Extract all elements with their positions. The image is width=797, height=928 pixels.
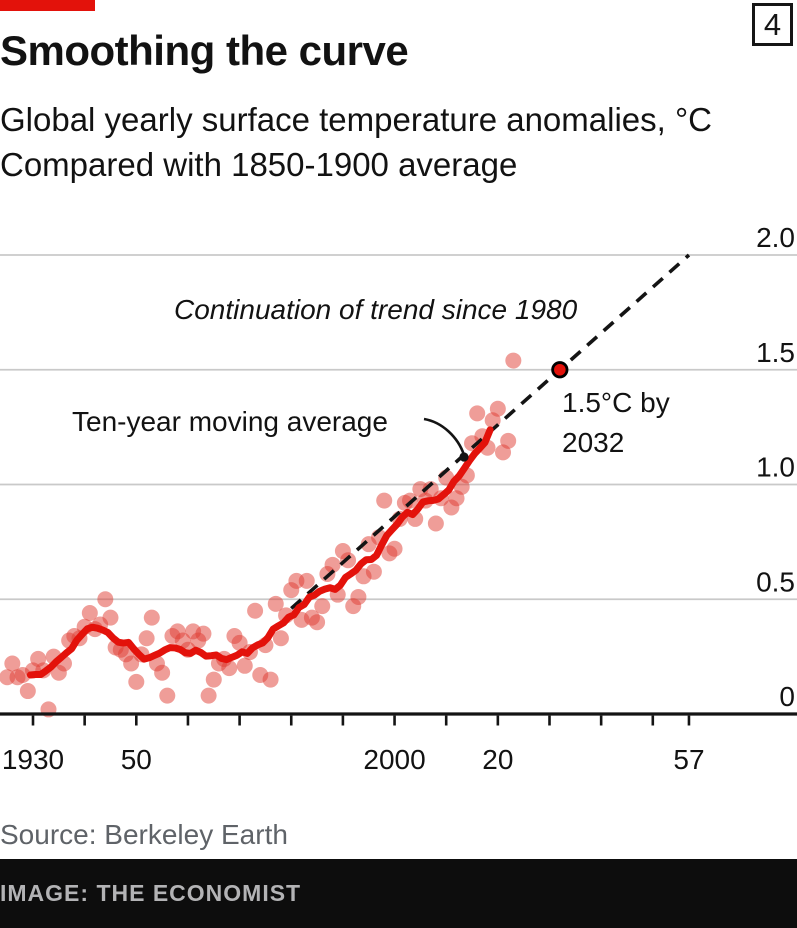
moving-average-line [26, 426, 494, 679]
svg-text:0: 0 [779, 681, 795, 712]
target-annotation-line-2: 2032 [562, 427, 625, 458]
svg-text:2.0: 2.0 [756, 222, 795, 253]
moving-average-annotation: Ten-year moving average [72, 406, 388, 437]
svg-text:2000: 2000 [363, 744, 425, 775]
gridlines [0, 254, 797, 601]
trend-annotation: Continuation of trend since 1980 [174, 294, 578, 325]
source-note: Source: Berkeley Earth [0, 819, 288, 850]
credit-text: IMAGE: THE ECONOMIST [0, 880, 302, 906]
page-subtitle: Global yearly surface temperature anomal… [0, 97, 712, 187]
page-title: Smoothing the curve [0, 27, 409, 74]
figure-number-badge: 4 [752, 3, 793, 46]
svg-text:50: 50 [121, 744, 152, 775]
annual-anomaly-scatter [0, 352, 522, 718]
brand-red-tag [0, 0, 95, 11]
svg-text:1.5: 1.5 [756, 337, 795, 368]
ma-leader-dot [459, 452, 469, 462]
credit-bar: IMAGE: THE ECONOMIST [0, 859, 797, 928]
svg-text:1930: 1930 [2, 744, 64, 775]
y-axis-labels: 0 0.5 1.0 1.5 2.0 [756, 222, 795, 712]
svg-text:20: 20 [482, 744, 513, 775]
subtitle-line-1: Global yearly surface temperature anomal… [0, 101, 713, 138]
svg-text:1.0: 1.0 [756, 452, 795, 483]
x-axis: 1930 50 2000 20 57 [0, 712, 797, 775]
target-annotation-line-1: 1.5°C by [562, 387, 670, 418]
svg-text:0.5: 0.5 [756, 566, 795, 597]
target-annotation: 1.5°C by 2032 [562, 383, 670, 463]
svg-text:57: 57 [673, 744, 704, 775]
target-marker-dot [551, 361, 569, 379]
ma-leader-line [423, 417, 466, 456]
subtitle-line-2: Compared with 1850-1900 average [0, 146, 518, 183]
